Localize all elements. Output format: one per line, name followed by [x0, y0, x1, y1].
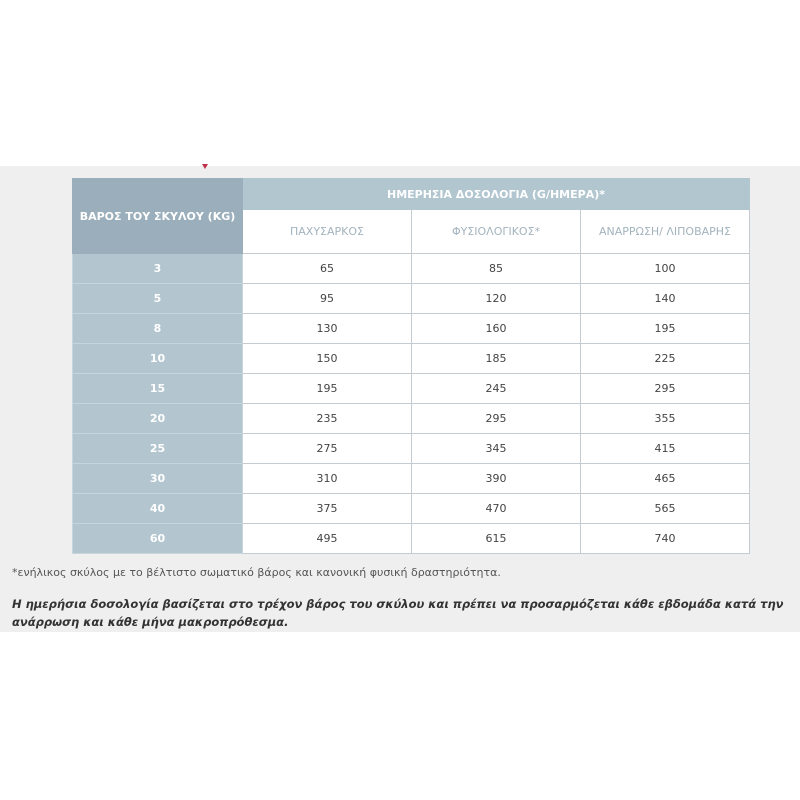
- table-row: 25 275 345 415: [72, 433, 750, 464]
- table-row: 40 375 470 565: [72, 493, 750, 524]
- weight-cell: 30: [72, 463, 243, 494]
- dosage-cell: 245: [411, 373, 581, 404]
- footnote: *ενήλικος σκύλος με το βέλτιστο σωματικό…: [12, 566, 501, 579]
- column-header-obese: ΠΑΧΥΣΑΡΚΟΣ: [242, 209, 412, 254]
- dosage-cell: 615: [411, 523, 581, 554]
- weight-cell: 40: [72, 493, 243, 524]
- dosage-cell: 120: [411, 283, 581, 314]
- dosage-cell: 100: [580, 253, 750, 284]
- table-row: 3 65 85 100: [72, 253, 750, 284]
- dosage-cell: 390: [411, 463, 581, 494]
- dosage-cell: 470: [411, 493, 581, 524]
- dosage-cell: 415: [580, 433, 750, 464]
- dosage-cell: 375: [242, 493, 412, 524]
- weight-cell: 5: [72, 283, 243, 314]
- weight-cell: 25: [72, 433, 243, 464]
- dosage-cell: 310: [242, 463, 412, 494]
- dosage-cell: 85: [411, 253, 581, 284]
- dosage-cell: 355: [580, 403, 750, 434]
- dosage-cell: 465: [580, 463, 750, 494]
- weight-cell: 10: [72, 343, 243, 374]
- weight-cell: 15: [72, 373, 243, 404]
- dosage-cell: 495: [242, 523, 412, 554]
- dosage-cell: 565: [580, 493, 750, 524]
- dosage-cell: 195: [580, 313, 750, 344]
- dosage-cell: 740: [580, 523, 750, 554]
- column-header-recovery: ΑΝΑΡΡΩΣΗ/ ΛΙΠΟΒΑΡΗΣ: [580, 209, 750, 254]
- column-header-normal: ΦΥΣΙΟΛΟΓΙΚΟΣ*: [411, 209, 581, 254]
- table-row: 10 150 185 225: [72, 343, 750, 374]
- weight-cell: 8: [72, 313, 243, 344]
- dosage-cell: 65: [242, 253, 412, 284]
- dosage-cell: 160: [411, 313, 581, 344]
- dosage-cell: 150: [242, 343, 412, 374]
- weight-header: ΒΑΡΟΣ ΤΟΥ ΣΚΥΛΟΥ (KG): [72, 178, 243, 254]
- weight-cell: 3: [72, 253, 243, 284]
- dosage-cell: 345: [411, 433, 581, 464]
- dosage-header: ΗΜΕΡΗΣΙΑ ΔΟΣΟΛΟΓΙΑ (G/ΗΜΕΡΑ)*: [242, 178, 750, 210]
- weight-cell: 60: [72, 523, 243, 554]
- table-row: 20 235 295 355: [72, 403, 750, 434]
- dosage-cell: 225: [580, 343, 750, 374]
- table-row: 15 195 245 295: [72, 373, 750, 404]
- weight-cell: 20: [72, 403, 243, 434]
- dosage-cell: 295: [580, 373, 750, 404]
- dosage-cell: 235: [242, 403, 412, 434]
- table-row: 8 130 160 195: [72, 313, 750, 344]
- table-row: 30 310 390 465: [72, 463, 750, 494]
- table-row: 5 95 120 140: [72, 283, 750, 314]
- dosage-cell: 130: [242, 313, 412, 344]
- dosage-cell: 195: [242, 373, 412, 404]
- dosage-cell: 275: [242, 433, 412, 464]
- dosage-cell: 185: [411, 343, 581, 374]
- dosage-table: ΒΑΡΟΣ ΤΟΥ ΣΚΥΛΟΥ (KG) ΗΜΕΡΗΣΙΑ ΔΟΣΟΛΟΓΙΑ…: [72, 178, 750, 554]
- dosage-cell: 140: [580, 283, 750, 314]
- table-row: 60 495 615 740: [72, 523, 750, 554]
- dosage-cell: 295: [411, 403, 581, 434]
- red-arrow-marker: [202, 164, 208, 169]
- dosage-cell: 95: [242, 283, 412, 314]
- dosage-note: Η ημερήσια δοσολογία βασίζεται στο τρέχο…: [12, 597, 784, 629]
